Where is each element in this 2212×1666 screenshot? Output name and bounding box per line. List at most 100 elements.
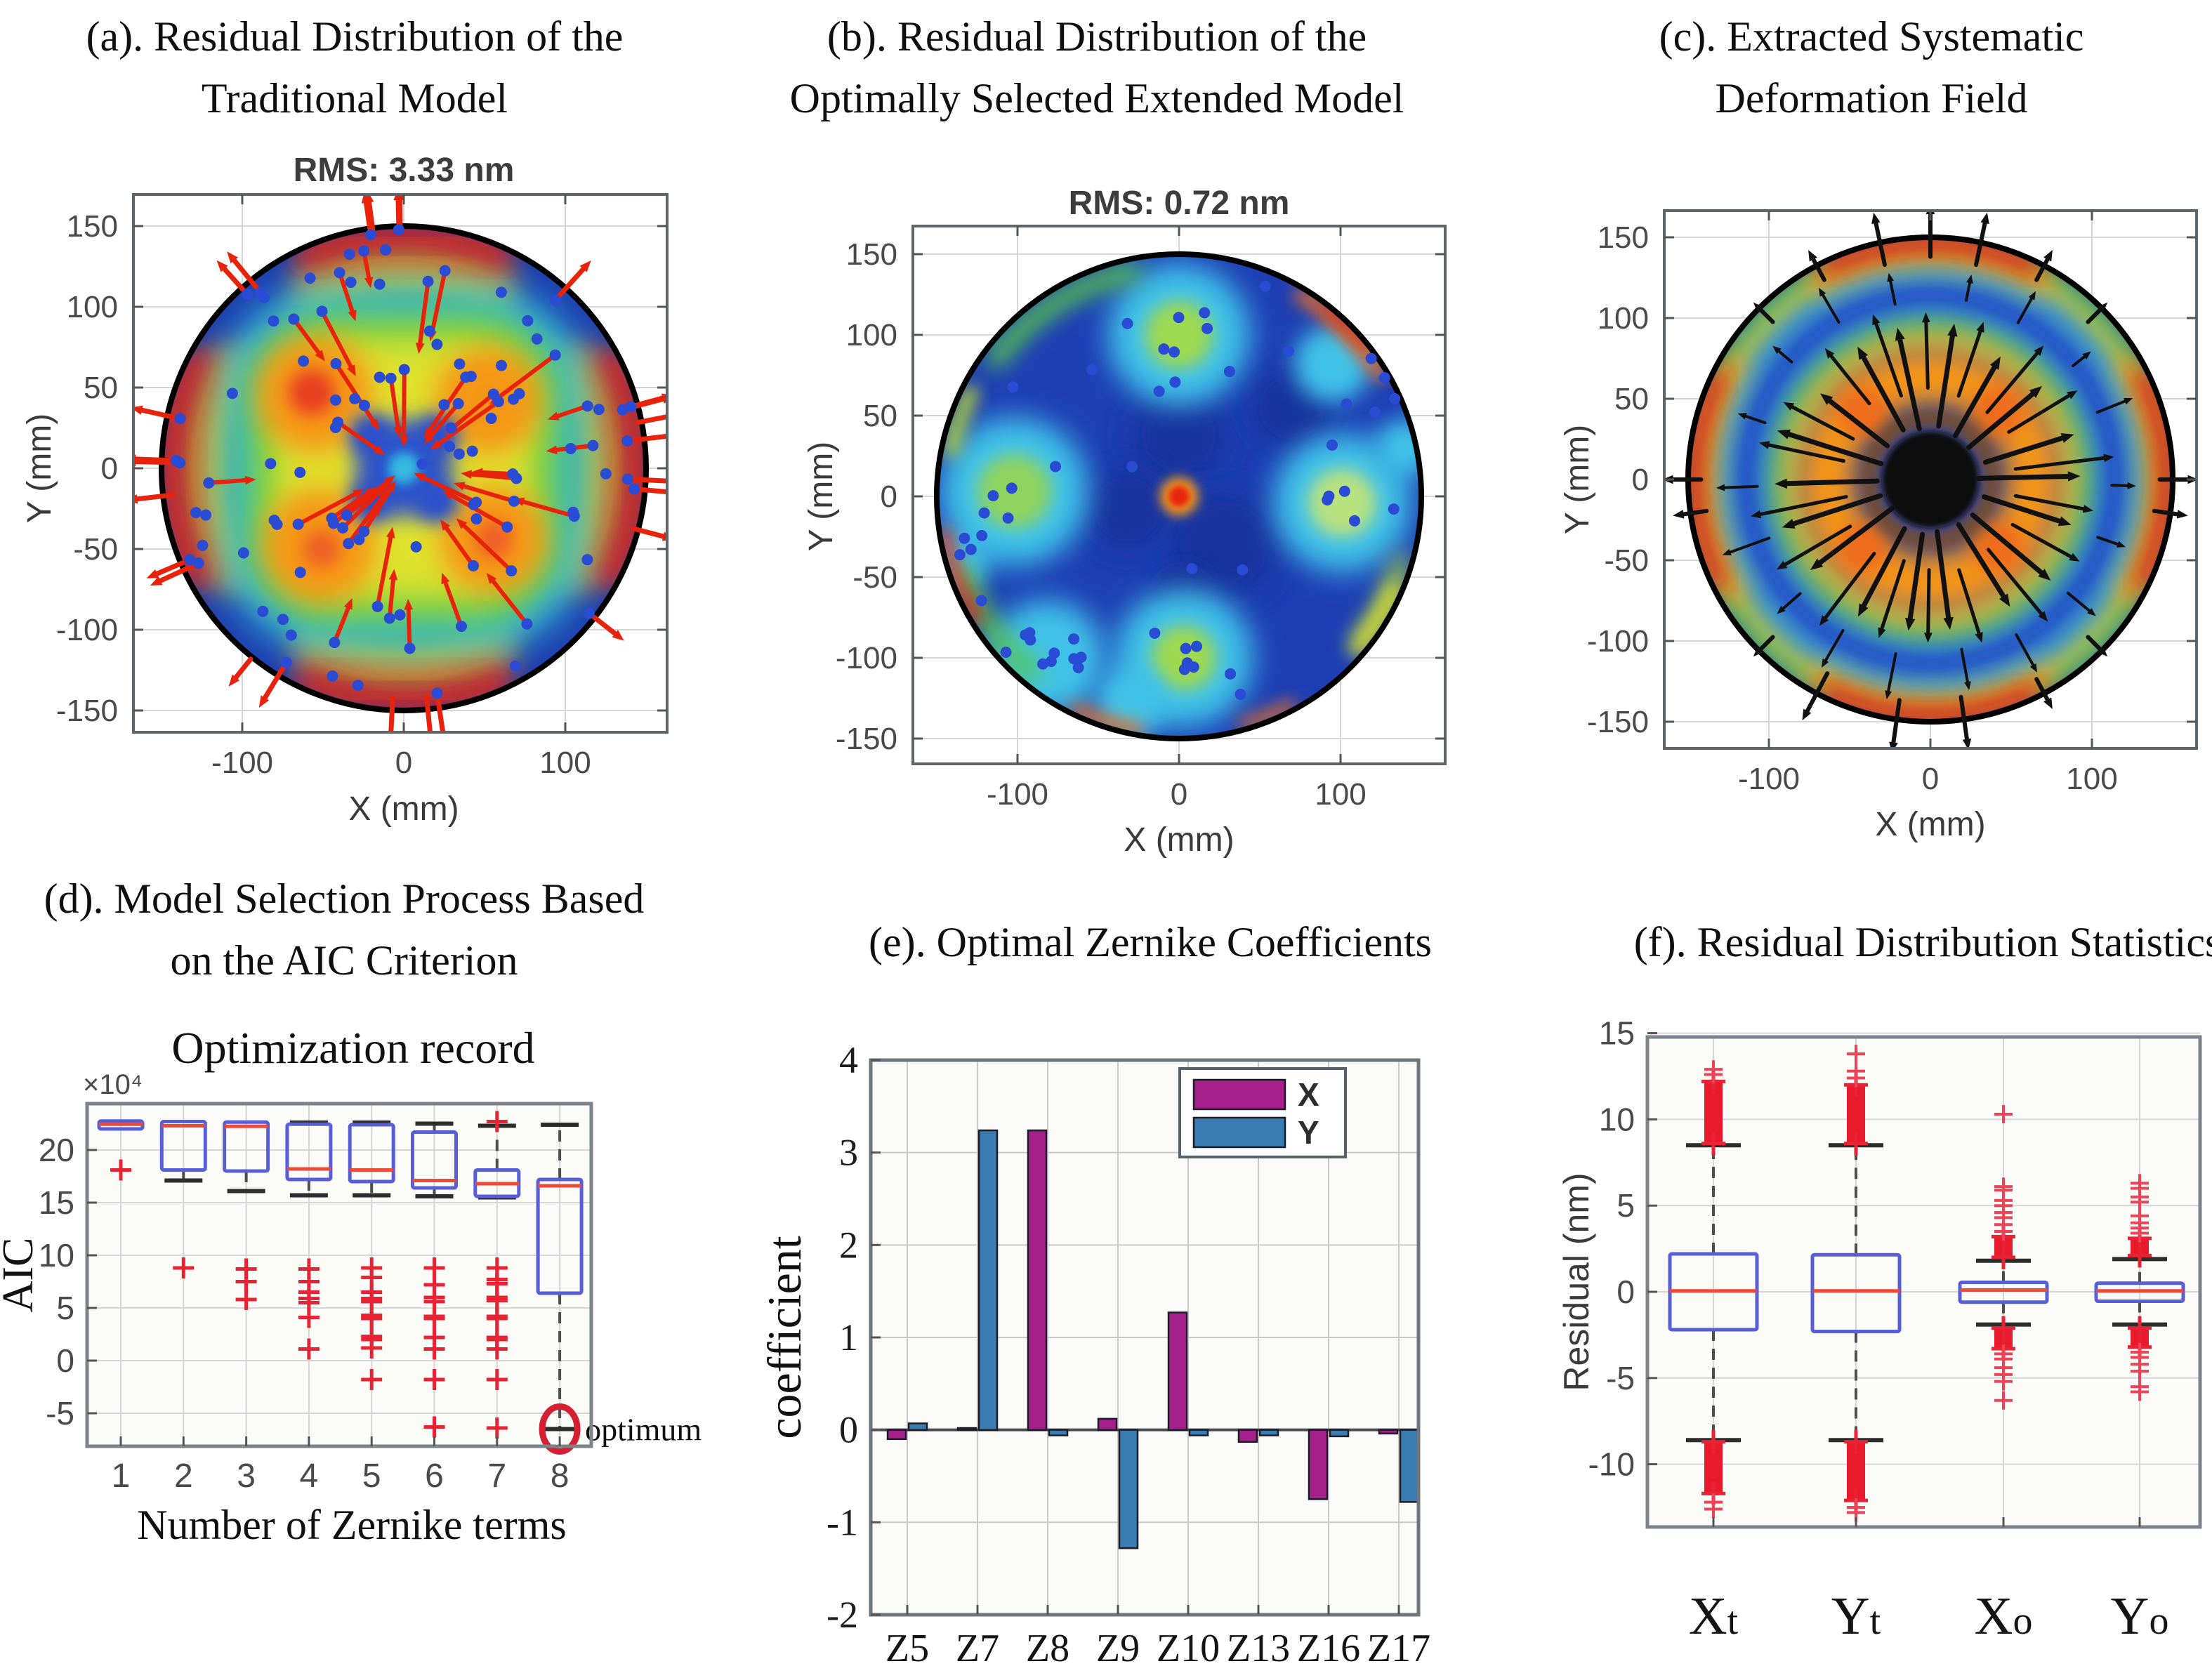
deformation-arrow-head [2069, 553, 2080, 562]
contour-layer [303, 531, 340, 567]
data-dot [327, 670, 338, 682]
deformation-arrow [2095, 399, 2127, 414]
data-dot [1006, 482, 1018, 494]
data-dot [1326, 439, 1338, 451]
data-dot [978, 507, 990, 519]
data-dot [416, 458, 428, 470]
data-dot [341, 509, 353, 521]
clipped-content [934, 251, 1424, 741]
data-dot [1068, 633, 1080, 645]
rim-arrow [1810, 256, 1826, 282]
optimum-label: optimum [585, 1412, 702, 1448]
caption-panel-f: (f). Residual Distribution Statistics [1634, 911, 2212, 973]
residual-arrow-head [371, 504, 381, 517]
data-dot [581, 554, 593, 566]
contour-layer [180, 343, 239, 594]
data-dot [1149, 627, 1161, 639]
deformation-arrow [1964, 280, 1972, 302]
rim-arrow-head [1753, 302, 1765, 314]
residual-arrow [329, 490, 371, 521]
y-tick-label: 0 [56, 1342, 74, 1379]
rim-arrow-head [2043, 249, 2053, 262]
data-dot [385, 372, 397, 384]
residual-arrow-head [388, 569, 398, 581]
deformation-arrow-head [2038, 611, 2048, 622]
data-dot [298, 355, 310, 367]
contour-layer [1972, 385, 2025, 438]
deformation-arrow-head [2082, 505, 2093, 513]
y-tick-label: 100 [67, 290, 118, 324]
bar-Y-Z10 [1188, 1429, 1209, 1436]
deformation-arrow-head [1777, 605, 1786, 614]
box-iqr [1958, 1280, 2049, 1304]
data-dot [621, 473, 633, 485]
deformation-arrow-head [1821, 658, 1829, 668]
box-series [159, 1120, 207, 1278]
y-axis-label: Y (mm) [803, 442, 840, 551]
rim-arrow-head [228, 674, 240, 687]
y-tick-label: -10 [1588, 1446, 1635, 1483]
rim-arrow [231, 257, 259, 290]
contour-layer [952, 564, 1044, 685]
rim-arrow-head [671, 477, 683, 486]
rim-arrow-head [1673, 510, 1685, 519]
data-dot [439, 265, 451, 277]
data-dot [380, 244, 392, 256]
y-axis-label: coefficient [758, 1236, 811, 1439]
deformation-arrow [1823, 552, 1876, 621]
x-tick-label: Z10 [1157, 1627, 1220, 1666]
deformation-arrow [1924, 319, 1930, 390]
data-dot [364, 229, 376, 241]
x-category-label: Yt [1831, 1587, 1881, 1646]
deformation-arrow [1982, 435, 2066, 465]
rim-arrow [1958, 694, 1970, 743]
residual-arrow-head [374, 445, 386, 456]
data-dot [174, 413, 186, 425]
contour-field [935, 254, 1423, 739]
residual-arrow [449, 493, 510, 529]
data-dot [567, 506, 579, 518]
x-tick-label: Z9 [1096, 1627, 1140, 1666]
data-dot [265, 458, 277, 470]
deformation-arrow-head [2124, 397, 2133, 405]
deformation-arrow [1970, 513, 2045, 576]
data-dot [371, 600, 383, 612]
rim-arrow-head [364, 194, 374, 204]
deformation-arrow [1936, 332, 1956, 429]
data-dot [1388, 503, 1400, 515]
residual-arrow [490, 578, 529, 626]
rim-arrow [2152, 508, 2180, 517]
deformation-arrow [1782, 524, 1852, 567]
deformation-arrow-head [2087, 608, 2096, 616]
y-tick-label: -5 [1606, 1360, 1635, 1396]
x-tick-label: 5 [362, 1457, 381, 1495]
deformation-arrow [1957, 568, 1982, 636]
deformation-arrow-head [1966, 275, 1973, 284]
box-iqr [536, 1177, 584, 1295]
deformation-arrow-head [1921, 312, 1930, 323]
y-tick-label: 150 [1598, 220, 1649, 255]
data-dot [316, 305, 328, 317]
deformation-arrow [2096, 536, 2120, 546]
contour-layer [1348, 581, 1403, 659]
contour-field [159, 224, 648, 713]
deformation-arrow [1897, 336, 1922, 432]
y-tick-label: -150 [836, 722, 897, 756]
x-tick-label: 100 [539, 746, 591, 780]
axis-frame [85, 1102, 593, 1448]
panel-a-plot: -100 0 100 150 100 50 0 -50 -100 -150 RMS: 3.33 nm… [21, 152, 683, 828]
box-series [2094, 1174, 2185, 1401]
deformation-arrow [1886, 652, 1897, 694]
data-dot [506, 565, 518, 577]
residual-arrow-head [386, 481, 396, 493]
caption-line: (f). Residual Distribution Statistics [1633, 919, 2212, 965]
data-dot [1000, 646, 1012, 658]
residual-arrow-head [423, 427, 434, 439]
rim-arrow-head [1802, 708, 1812, 721]
residual-arrow [442, 579, 464, 629]
deformation-arrow-head [1943, 616, 1954, 630]
residual-arrow [421, 475, 479, 505]
clipped-content [133, 194, 683, 732]
box-iqr [411, 1130, 458, 1190]
